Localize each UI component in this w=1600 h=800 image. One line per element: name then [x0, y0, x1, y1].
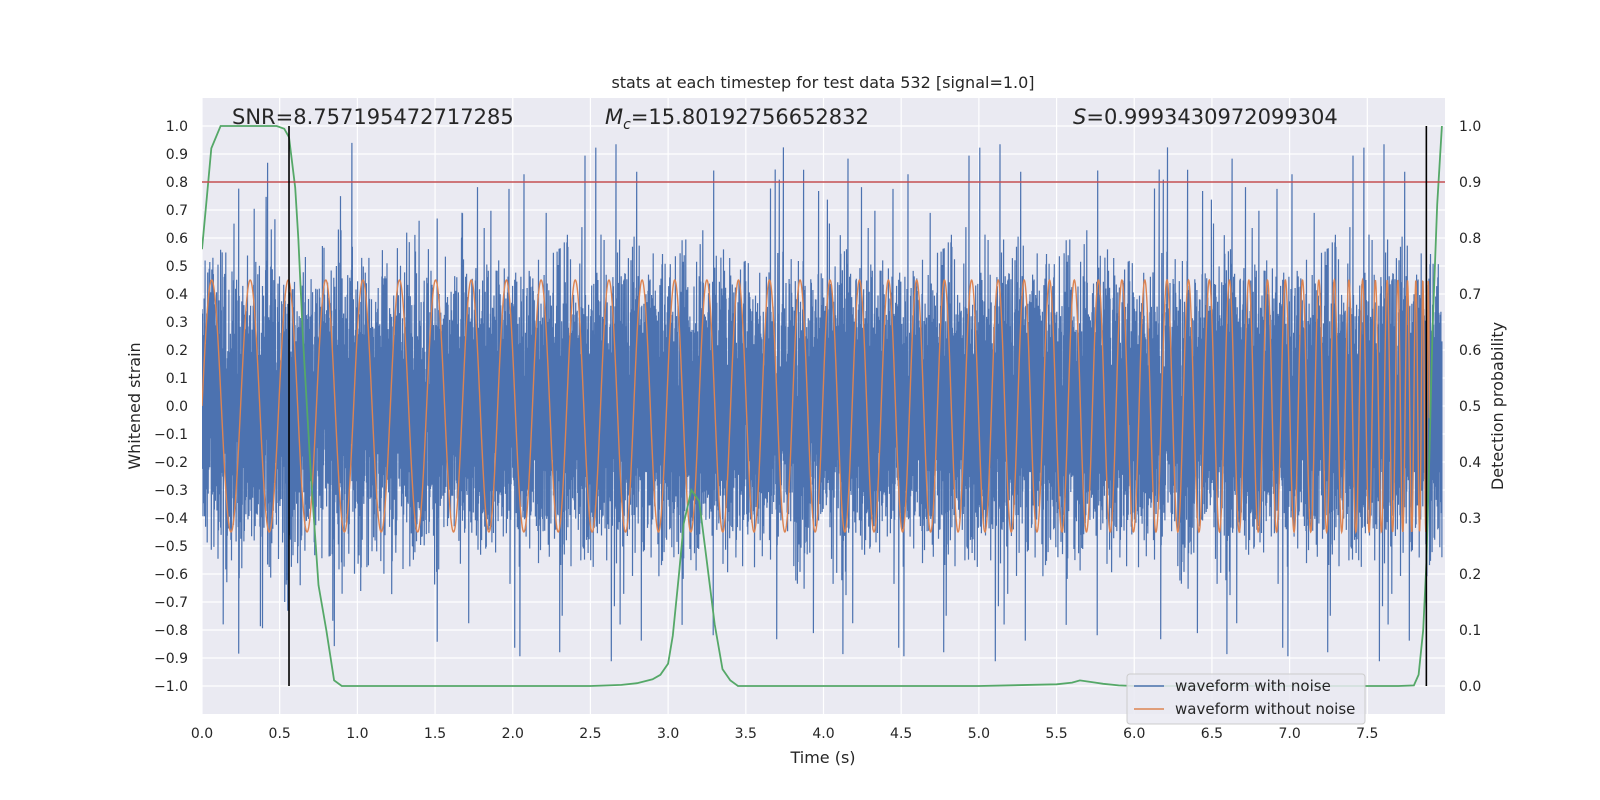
y-tick-label: −1.0 — [154, 679, 188, 695]
y2-axis-ticks: 1.0 0.9 0.8 0.7 0.6 0.5 0.4 0.3 0.2 0.1 0.0 — [1459, 119, 1481, 695]
x-axis-label: Time (s) — [789, 748, 855, 767]
x-axis-ticks: 0.0 0.5 1.0 1.5 2.0 2.5 3.0 3.5 4.0 4.5 5.0 5.5 6.0 6… — [191, 726, 1379, 742]
y-tick-label: 0.5 — [166, 259, 188, 275]
y2-tick-label: 1.0 — [1459, 119, 1481, 135]
annotation-s-value: =0.9993430972099304 — [1086, 105, 1337, 129]
legend-box — [1126, 673, 1366, 725]
y-tick-label: −0.9 — [154, 651, 188, 667]
y-tick-label: −0.4 — [154, 511, 188, 527]
x-tick-label: 6.0 — [1123, 726, 1145, 742]
waveform-clean-line — [202, 277, 1431, 535]
y2-tick-label: 0.6 — [1459, 343, 1481, 359]
y-tick-label: −0.8 — [154, 623, 188, 639]
y-tick-label: 0.4 — [166, 287, 188, 303]
annotation-mc-value: =15.80192756652832 — [631, 105, 869, 129]
y2-axis-label: Detection probability — [1488, 322, 1507, 490]
annotation-mc-symbol: M — [605, 105, 623, 129]
y-tick-label: −0.1 — [154, 427, 188, 443]
y2-tick-label: 0.1 — [1459, 623, 1481, 639]
y2-tick-label: 0.3 — [1459, 511, 1481, 527]
annotation-s-symbol: S — [1073, 105, 1086, 129]
y-tick-label: 1.0 — [166, 119, 188, 135]
x-tick-label: 4.0 — [812, 726, 834, 742]
y-tick-label: −0.2 — [154, 455, 188, 471]
y2-tick-label: 0.8 — [1459, 231, 1481, 247]
y-tick-label: −0.3 — [154, 483, 188, 499]
x-tick-label: 0.0 — [191, 726, 213, 742]
y-tick-label: 0.9 — [166, 147, 188, 163]
legend-label-noise: waveform with noise — [1175, 677, 1331, 695]
y2-tick-label: 0.5 — [1459, 399, 1481, 415]
x-tick-label: 2.0 — [502, 726, 524, 742]
y-tick-label: 0.6 — [166, 231, 188, 247]
y2-tick-label: 0.4 — [1459, 455, 1481, 471]
x-tick-label: 4.5 — [890, 726, 912, 742]
x-tick-label: 5.5 — [1045, 726, 1067, 742]
x-tick-label: 0.5 — [269, 726, 291, 742]
y-tick-label: 0.1 — [166, 371, 188, 387]
x-tick-label: 1.5 — [424, 726, 446, 742]
x-tick-label: 1.0 — [346, 726, 368, 742]
legend: waveform with noise waveform without noi… — [1126, 673, 1366, 725]
y-tick-label: 0.3 — [166, 315, 188, 331]
y-tick-label: −0.7 — [154, 595, 188, 611]
y-tick-label: −0.6 — [154, 567, 188, 583]
x-tick-label: 5.0 — [968, 726, 990, 742]
y-tick-label: 0.8 — [166, 175, 188, 191]
y-axis-ticks: 1.0 0.9 0.8 0.7 0.6 0.5 0.4 0.3 0.2 0.1 0.0 −0.1 −0.… — [154, 119, 188, 695]
y-axis-label: Whitened strain — [125, 342, 144, 469]
overlay-lines — [202, 126, 1445, 686]
x-tick-label: 7.0 — [1278, 726, 1300, 742]
x-tick-label: 7.5 — [1356, 726, 1378, 742]
x-tick-label: 6.5 — [1201, 726, 1223, 742]
x-tick-label: 2.5 — [579, 726, 601, 742]
y2-tick-label: 0.0 — [1459, 679, 1481, 695]
annotation-s: S=0.9993430972099304 — [1073, 105, 1338, 129]
legend-label-clean: waveform without noise — [1175, 700, 1355, 718]
x-tick-label: 3.0 — [657, 726, 679, 742]
y-tick-label: −0.5 — [154, 539, 188, 555]
annotation-chirp-mass: Mc=15.80192756652832 — [605, 105, 869, 133]
x-tick-label: 3.5 — [735, 726, 757, 742]
y2-tick-label: 0.2 — [1459, 567, 1481, 583]
chart-title: stats at each timestep for test data 532… — [611, 73, 1034, 92]
y-tick-label: 0.0 — [166, 399, 188, 415]
y-tick-label: 0.7 — [166, 203, 188, 219]
annotation-mc-subscript: c — [623, 117, 631, 133]
y2-tick-label: 0.7 — [1459, 287, 1481, 303]
y2-tick-label: 0.9 — [1459, 175, 1481, 191]
series-waveform-without-noise — [202, 277, 1431, 535]
annotation-snr: SNR=8.757195472717285 — [232, 105, 514, 129]
y-tick-label: 0.2 — [166, 343, 188, 359]
